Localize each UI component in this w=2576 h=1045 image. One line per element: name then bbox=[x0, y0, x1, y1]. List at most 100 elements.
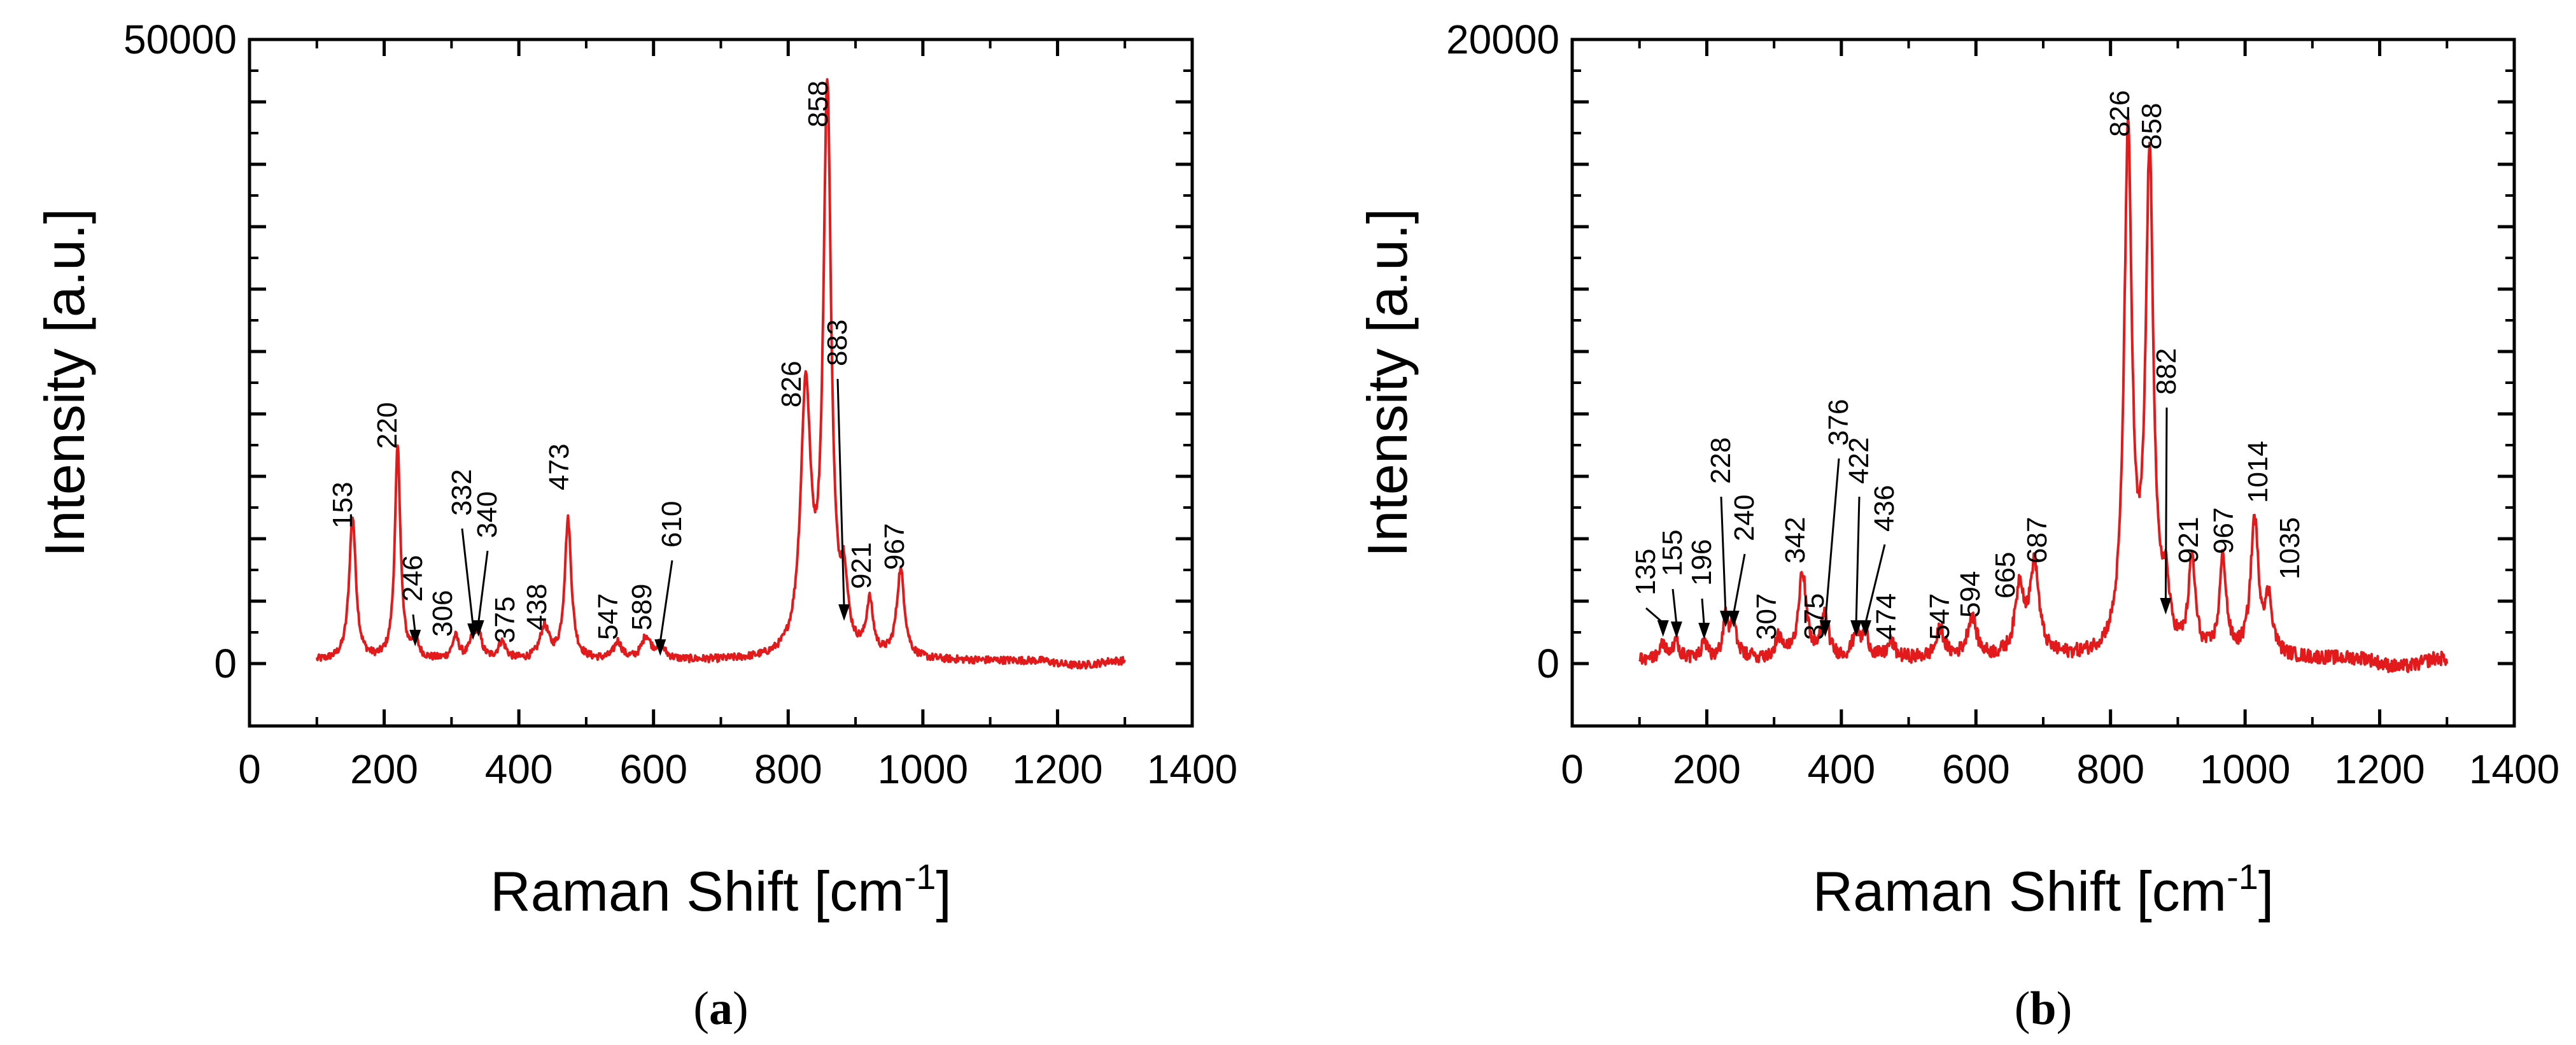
peak-label: 307 bbox=[1751, 594, 1782, 640]
x-axis-title-end: ] bbox=[2258, 860, 2274, 923]
peak-arrow-line bbox=[1720, 496, 1727, 614]
peak-label: 589 bbox=[626, 584, 658, 630]
peak-label: 594 bbox=[1955, 571, 1986, 618]
peak-label: 1035 bbox=[2274, 517, 2305, 579]
peak-label: 153 bbox=[327, 482, 358, 529]
peak-label: 375 bbox=[489, 597, 521, 643]
peak-label: 826 bbox=[2104, 90, 2136, 137]
x-axis-title-superscript: -1 bbox=[904, 857, 936, 897]
chart-panel-a: 0 200 400 600 800 1000 1200 1400 0 50000 Raman Shi… bbox=[33, 17, 1237, 1035]
peak-label: 135 bbox=[1630, 549, 1661, 595]
chart-panel-b: 0 200 400 600 800 1000 1200 1400 0 20000 Raman Shi… bbox=[1356, 17, 2559, 1035]
peak-arrow-head bbox=[838, 604, 850, 621]
peak-label: 438 bbox=[521, 584, 553, 630]
peak-arrow-line bbox=[461, 528, 474, 627]
peak-label: 240 bbox=[1729, 495, 1760, 541]
peak-arrow-head bbox=[472, 620, 484, 637]
x-tick-label: 1400 bbox=[2469, 746, 2559, 792]
peak-label: 547 bbox=[1924, 594, 1955, 640]
peak-arrow-line bbox=[1701, 598, 1705, 626]
peak-label: 422 bbox=[1843, 437, 1875, 484]
peak-label: 340 bbox=[472, 492, 503, 538]
peak-arrow-head bbox=[654, 639, 666, 656]
x-axis-title: Raman Shift [cm-1] bbox=[490, 857, 952, 923]
peak-arrow-head bbox=[1819, 620, 1831, 637]
x-tick-label: 600 bbox=[619, 746, 687, 792]
peak-label: 220 bbox=[372, 402, 403, 449]
peak-label: 228 bbox=[1705, 437, 1736, 484]
x-axis-title: Raman Shift [cm-1] bbox=[1813, 857, 2274, 923]
peak-label: 665 bbox=[1990, 552, 2021, 599]
peak-arrow-head bbox=[1698, 623, 1710, 639]
peak-arrow-line bbox=[1672, 588, 1678, 625]
peak-label: 826 bbox=[776, 361, 807, 408]
peak-label: 967 bbox=[2208, 508, 2239, 554]
x-tick-label: 1200 bbox=[1012, 746, 1102, 792]
y-tick-label: 0 bbox=[1537, 641, 1559, 686]
x-tick-label: 800 bbox=[2076, 746, 2144, 792]
spectrum-line bbox=[315, 78, 1127, 670]
panel-caption: (b) bbox=[2015, 983, 2072, 1035]
peak-label: 687 bbox=[2022, 517, 2053, 564]
peak-arrow-head bbox=[2160, 598, 2172, 615]
x-tick-label: 400 bbox=[1807, 746, 1875, 792]
x-tick-label: 1000 bbox=[2200, 746, 2290, 792]
peak-arrow-line bbox=[1733, 553, 1746, 614]
peak-arrow-line bbox=[477, 550, 489, 623]
peak-label: 342 bbox=[1780, 517, 1811, 564]
peak-arrow-line bbox=[2164, 407, 2168, 601]
peak-arrow-line bbox=[412, 614, 416, 633]
peak-arrow-head bbox=[1850, 620, 1862, 637]
peak-label: 610 bbox=[656, 501, 687, 548]
peak-arrow-line bbox=[1824, 458, 1840, 623]
peak-arrow-head bbox=[409, 630, 421, 646]
peak-label: 882 bbox=[2151, 348, 2182, 395]
peak-label: 436 bbox=[1869, 485, 1900, 532]
x-axis-title-text: Raman Shift [cm bbox=[1813, 860, 2227, 923]
x-axis-title-superscript: -1 bbox=[2227, 857, 2258, 897]
peak-label: 1014 bbox=[2242, 441, 2274, 503]
peak-label: 473 bbox=[544, 444, 575, 490]
x-tick-label: 0 bbox=[1561, 746, 1584, 792]
x-tick-label: 1000 bbox=[878, 746, 968, 792]
peak-label: 921 bbox=[846, 543, 877, 589]
x-tick-label: 400 bbox=[485, 746, 553, 792]
peak-label: 921 bbox=[2173, 517, 2204, 564]
x-tick-label: 600 bbox=[1942, 746, 2010, 792]
peak-label: 858 bbox=[803, 81, 834, 127]
peak-arrow-line bbox=[1855, 496, 1861, 623]
x-tick-label: 800 bbox=[754, 746, 822, 792]
x-tick-label: 200 bbox=[350, 746, 418, 792]
peak-arrow-head bbox=[1670, 622, 1682, 638]
x-axis-title-end: ] bbox=[936, 860, 951, 923]
x-tick-label: 1400 bbox=[1147, 746, 1237, 792]
peak-arrow-head bbox=[1728, 611, 1740, 627]
y-axis-title: Intensity [a.u.] bbox=[1356, 208, 1419, 557]
y-tick-label: 20000 bbox=[1446, 17, 1559, 62]
x-tick-label: 200 bbox=[1673, 746, 1741, 792]
peak-label: 858 bbox=[2136, 103, 2167, 150]
peak-label: 332 bbox=[446, 469, 477, 516]
peak-label: 246 bbox=[397, 555, 428, 602]
peak-arrow-line bbox=[1864, 544, 1886, 623]
peak-label: 883 bbox=[822, 320, 853, 366]
x-axis-title-text: Raman Shift [cm bbox=[490, 860, 904, 923]
peak-label: 306 bbox=[427, 590, 458, 637]
peak-arrow-head bbox=[1859, 620, 1871, 637]
peak-label: 967 bbox=[879, 523, 910, 570]
peak-arrow-head bbox=[1720, 611, 1732, 627]
y-tick-label: 50000 bbox=[123, 17, 237, 62]
peak-label: 155 bbox=[1657, 530, 1688, 576]
peak-label: 196 bbox=[1686, 539, 1717, 586]
peak-arrow-head bbox=[1657, 620, 1669, 637]
y-axis-title: Intensity [a.u.] bbox=[33, 208, 96, 557]
x-tick-label: 1200 bbox=[2334, 746, 2425, 792]
peak-label: 474 bbox=[1871, 594, 1902, 640]
y-tick-label: 0 bbox=[214, 641, 237, 686]
panel-caption: (a) bbox=[693, 983, 748, 1035]
peak-label: 547 bbox=[593, 594, 624, 640]
spectrum-line bbox=[1638, 115, 2449, 673]
peak-label: 376 bbox=[1823, 399, 1854, 446]
peak-arrow-line bbox=[836, 378, 845, 608]
